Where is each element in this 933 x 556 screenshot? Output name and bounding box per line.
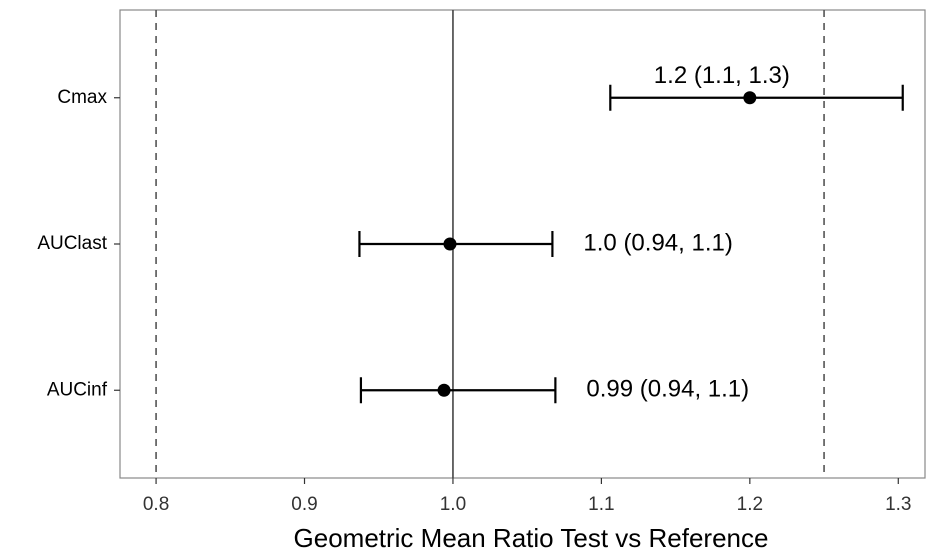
value-label: 1.2 (1.1, 1.3) (654, 62, 790, 89)
x-tick-label: 1.2 (737, 494, 763, 515)
x-tick-label: 1.1 (588, 494, 614, 515)
x-tick-label: 1.3 (885, 494, 911, 515)
y-tick-label: AUClast (37, 233, 107, 254)
y-tick-label: Cmax (57, 87, 107, 108)
point (443, 237, 457, 251)
x-tick-label: 0.8 (143, 494, 169, 515)
x-tick-label: 0.9 (291, 494, 317, 515)
x-tick-label: 1.0 (440, 494, 466, 515)
value-label: 1.0 (0.94, 1.1) (583, 229, 732, 256)
point (743, 91, 757, 105)
value-label: 0.99 (0.94, 1.1) (586, 376, 749, 403)
y-tick-label: AUCinf (47, 379, 108, 400)
x-axis-title: Geometric Mean Ratio Test vs Reference (294, 523, 769, 553)
point (437, 383, 451, 397)
